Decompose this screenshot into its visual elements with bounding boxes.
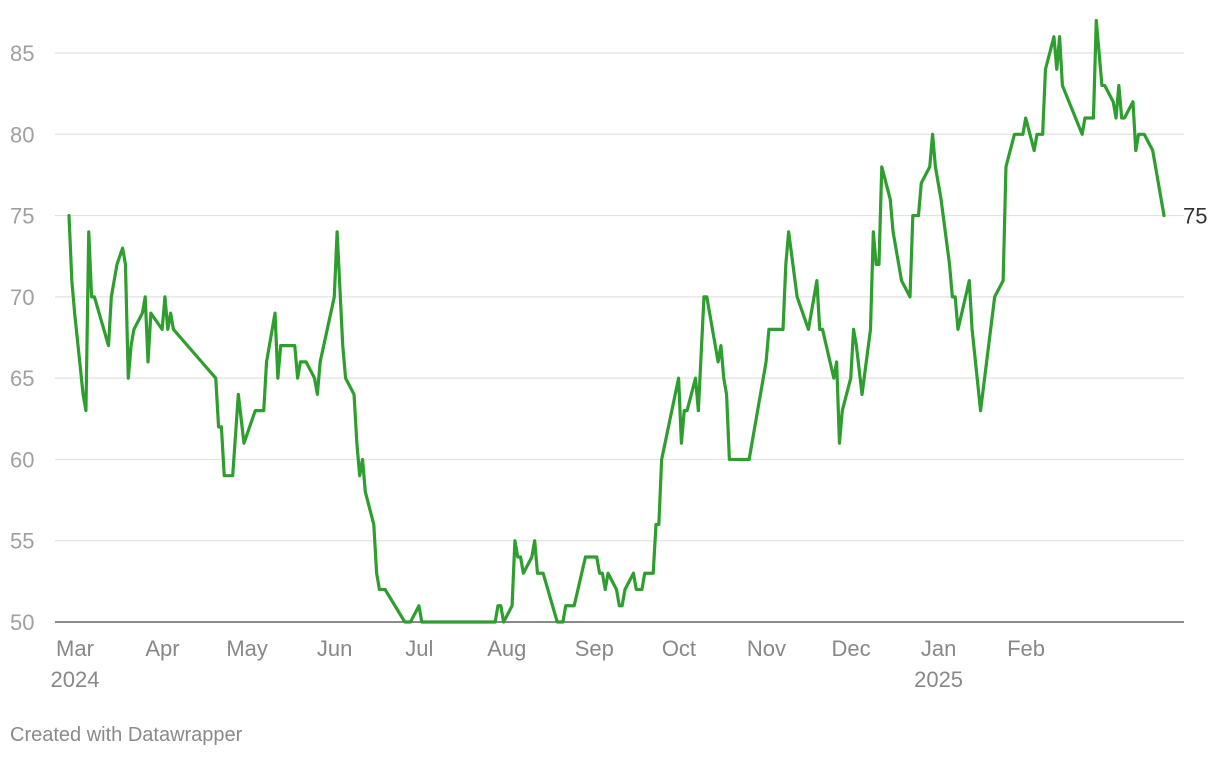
x-tick-label: Aug [487,636,526,661]
y-tick-label: 70 [10,285,34,310]
y-tick-label: 55 [10,529,34,554]
x-tick-label: Dec [832,636,871,661]
x-tick-label: Apr [145,636,179,661]
footer-credit: Created with Datawrapper [10,724,243,746]
y-tick-label: 65 [10,366,34,391]
x-tick-label: May [226,636,268,661]
x-tick-label: Feb [1007,636,1045,661]
end-label-layer: 75 [1183,204,1207,229]
y-axis-ticks: 50 55 60 65 70 75 80 85 [10,41,34,635]
line-chart: 50 55 60 65 70 75 80 85 Mar 2024 Apr May Jun Jul Aug S… [10,18,1207,692]
end-value-label: 75 [1183,204,1207,229]
series-layer [67,18,1166,624]
y-tick-label: 85 [10,41,34,66]
y-tick-label: 60 [10,447,34,472]
x-tick-label: Sep [575,636,614,661]
x-tick-label: Oct [662,636,696,661]
y-tick-label: 80 [10,122,34,147]
x-tick-label: Mar [56,636,94,661]
y-tick-label: 50 [10,610,34,635]
series-line [67,18,1166,624]
x-tick-label: Jul [405,636,433,661]
x-tick-label: Jun [317,636,352,661]
gridlines [55,52,1184,623]
x-tick-label: Jan [921,636,956,661]
x-axis-ticks: Mar 2024 Apr May Jun Jul Aug Sep Oct Nov Dec Jan 202… [51,636,1046,692]
x-tick-year-label: 2024 [51,667,100,692]
x-tick-label: Nov [747,636,786,661]
x-tick-year-label: 2025 [914,667,963,692]
y-tick-label: 75 [10,204,34,229]
